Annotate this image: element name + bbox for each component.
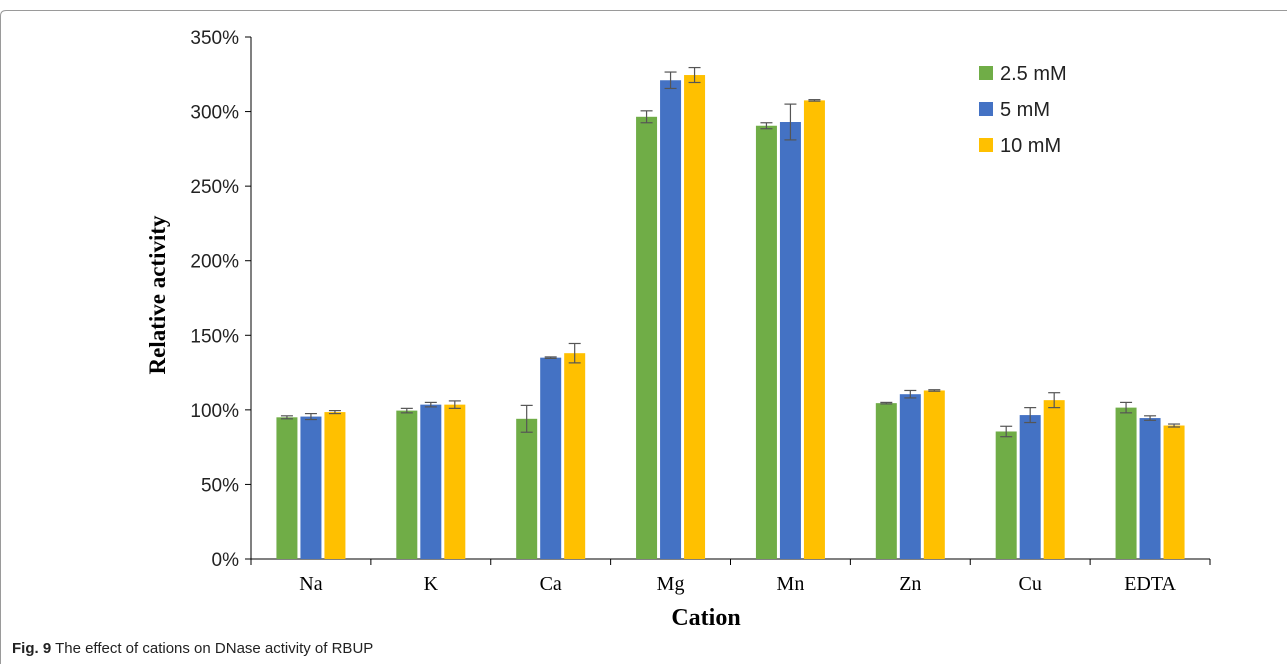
bar bbox=[444, 404, 466, 559]
figure-border bbox=[0, 10, 1287, 664]
x-tick-label: Na bbox=[299, 573, 322, 595]
x-tick-label: Zn bbox=[899, 573, 921, 595]
tick-labels: 0% 50% 100% 150% 200% 250% 300% 350% Na K Ca Mg Mn Zn… bbox=[190, 28, 1176, 595]
bar bbox=[1139, 418, 1161, 559]
y-tick-label: 300% bbox=[190, 103, 239, 124]
bar bbox=[1163, 425, 1185, 559]
bar bbox=[420, 404, 442, 559]
bar bbox=[300, 416, 322, 559]
bar bbox=[1115, 407, 1137, 559]
y-tick-label: 250% bbox=[190, 177, 239, 198]
bar bbox=[540, 357, 562, 559]
bar bbox=[779, 122, 801, 560]
error-bars bbox=[280, 66, 1181, 438]
legend: 2.5 mM 5 mM 10 mM bbox=[979, 63, 1067, 157]
y-axis-label: Relative activity bbox=[145, 215, 170, 375]
caption-label: Fig. 9 bbox=[12, 640, 52, 657]
bar bbox=[516, 418, 538, 559]
y-tick-label: 150% bbox=[190, 326, 239, 347]
bar bbox=[899, 394, 921, 559]
y-tick-label: 350% bbox=[190, 28, 239, 49]
x-axis-label: Cation bbox=[671, 605, 740, 631]
bar bbox=[803, 100, 825, 559]
x-tick-label: K bbox=[424, 573, 439, 595]
bar bbox=[684, 75, 706, 559]
bars bbox=[276, 75, 1185, 560]
bar bbox=[875, 403, 897, 559]
y-tick-label: 50% bbox=[201, 475, 239, 496]
legend-label: 10 mM bbox=[1000, 135, 1061, 157]
x-tick-label: Mg bbox=[657, 573, 685, 595]
bar bbox=[324, 412, 346, 559]
legend-label: 2.5 mM bbox=[1000, 63, 1067, 85]
legend-swatch bbox=[979, 138, 993, 152]
bar bbox=[995, 431, 1017, 559]
legend-swatch bbox=[979, 66, 993, 80]
x-tick-label: EDTA bbox=[1124, 573, 1176, 595]
legend-swatch bbox=[979, 102, 993, 116]
y-tick-label: 100% bbox=[190, 401, 239, 422]
y-tick-label: 0% bbox=[212, 550, 240, 571]
bar bbox=[396, 410, 418, 559]
x-tick-label: Mn bbox=[777, 573, 805, 595]
bar bbox=[755, 125, 777, 560]
caption-text: The effect of cations on DNase activity … bbox=[55, 640, 374, 657]
figure-caption: Fig. 9 The effect of cations on DNase ac… bbox=[12, 640, 373, 657]
bar bbox=[636, 116, 658, 559]
y-tick-label: 200% bbox=[190, 252, 239, 273]
bar bbox=[923, 390, 945, 559]
axes bbox=[245, 36, 1211, 565]
x-tick-label: Cu bbox=[1019, 573, 1042, 595]
bar bbox=[1019, 415, 1041, 559]
bar bbox=[1043, 400, 1065, 559]
bar bbox=[564, 353, 586, 559]
legend-label: 5 mM bbox=[1000, 99, 1050, 121]
bar bbox=[660, 80, 682, 559]
bar bbox=[276, 417, 298, 559]
x-tick-label: Ca bbox=[540, 573, 562, 595]
